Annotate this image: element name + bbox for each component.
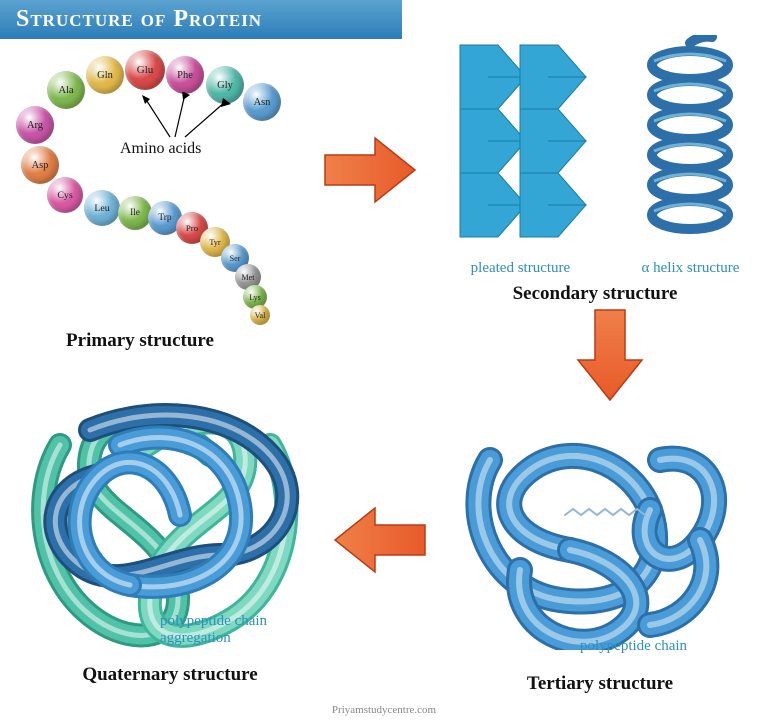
arrow-tertiary-to-quaternary bbox=[330, 500, 430, 580]
amino-acids-label: Amino acids bbox=[120, 140, 201, 158]
quaternary-sub: polypeptide chain aggregation bbox=[160, 613, 310, 646]
secondary-graphic bbox=[430, 35, 760, 255]
pleated-label: pleated structure bbox=[430, 260, 611, 277]
amino-val: Val bbox=[250, 305, 270, 325]
amino-cys: Cys bbox=[47, 177, 83, 213]
arrow-secondary-to-tertiary bbox=[570, 305, 650, 405]
watermark: Priyamstudycentre.com bbox=[332, 704, 436, 716]
quaternary-caption: Quaternary structure bbox=[20, 664, 320, 686]
amino-ala: Ala bbox=[47, 71, 85, 109]
amino-asp: Asp bbox=[21, 146, 59, 184]
amino-arg: Arg bbox=[16, 106, 54, 144]
amino-leu: Leu bbox=[84, 190, 120, 226]
secondary-caption: Secondary structure bbox=[430, 283, 760, 305]
quaternary-panel: polypeptide chain aggregation Quaternary… bbox=[20, 395, 320, 705]
amino-asn: Asn bbox=[243, 83, 281, 121]
primary-panel: AlaGlnGluPheGlyAsnArgAspCysLeuIleTrpProT… bbox=[10, 30, 310, 350]
tertiary-caption: Tertiary structure bbox=[450, 673, 750, 695]
secondary-panel: pleated structure α helix structure Seco… bbox=[430, 35, 760, 335]
primary-caption: Primary structure bbox=[10, 330, 270, 352]
amino-glu: Glu bbox=[125, 50, 165, 90]
tertiary-panel: polypeptide chain Tertiary structure bbox=[450, 400, 750, 700]
amino-ile: Ile bbox=[118, 196, 152, 230]
helix-label: α helix structure bbox=[621, 260, 760, 277]
tertiary-graphic bbox=[450, 400, 750, 650]
amino-phe: Phe bbox=[166, 56, 204, 94]
tertiary-sub: polypeptide chain bbox=[580, 638, 687, 655]
annotation-arrows bbox=[135, 92, 235, 142]
arrow-primary-to-secondary bbox=[320, 130, 420, 210]
amino-gln: Gln bbox=[86, 56, 124, 94]
